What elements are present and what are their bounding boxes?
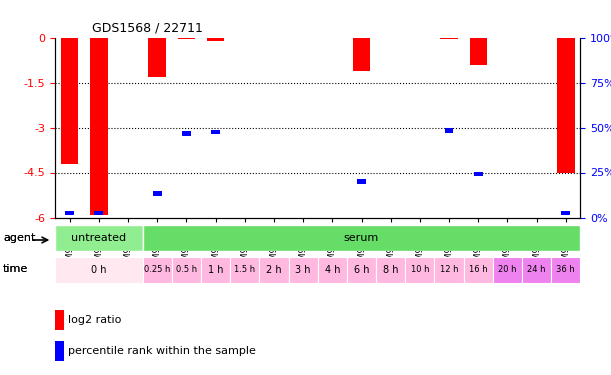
Text: time: time bbox=[3, 264, 28, 274]
Bar bbox=[55, 310, 64, 330]
FancyBboxPatch shape bbox=[142, 257, 172, 283]
FancyBboxPatch shape bbox=[347, 257, 376, 283]
FancyBboxPatch shape bbox=[522, 257, 551, 283]
Text: percentile rank within the sample: percentile rank within the sample bbox=[68, 346, 256, 355]
Text: 16 h: 16 h bbox=[469, 266, 488, 274]
Bar bbox=[90, 38, 108, 214]
Text: log2 ratio: log2 ratio bbox=[68, 315, 122, 325]
Text: untreated: untreated bbox=[71, 233, 126, 243]
FancyBboxPatch shape bbox=[172, 257, 201, 283]
Text: agent: agent bbox=[3, 233, 35, 243]
Text: 12 h: 12 h bbox=[440, 266, 458, 274]
Text: 36 h: 36 h bbox=[557, 266, 575, 274]
FancyBboxPatch shape bbox=[142, 225, 580, 251]
Bar bbox=[469, 38, 487, 64]
FancyBboxPatch shape bbox=[493, 257, 522, 283]
FancyBboxPatch shape bbox=[376, 257, 405, 283]
Text: 1 h: 1 h bbox=[208, 265, 223, 275]
Text: 2 h: 2 h bbox=[266, 265, 282, 275]
FancyBboxPatch shape bbox=[201, 257, 230, 283]
Bar bbox=[353, 38, 370, 70]
Text: 24 h: 24 h bbox=[527, 266, 546, 274]
Bar bbox=[182, 131, 191, 136]
Text: 8 h: 8 h bbox=[383, 265, 398, 275]
Text: time: time bbox=[3, 264, 28, 274]
FancyBboxPatch shape bbox=[464, 257, 493, 283]
FancyBboxPatch shape bbox=[405, 257, 434, 283]
Text: 6 h: 6 h bbox=[354, 265, 369, 275]
Bar bbox=[357, 179, 366, 184]
FancyBboxPatch shape bbox=[288, 257, 318, 283]
Text: 10 h: 10 h bbox=[411, 266, 429, 274]
FancyBboxPatch shape bbox=[434, 257, 464, 283]
Bar bbox=[441, 38, 458, 39]
Bar bbox=[562, 211, 570, 215]
FancyBboxPatch shape bbox=[551, 257, 580, 283]
Bar bbox=[178, 38, 195, 39]
Bar bbox=[207, 38, 224, 40]
Text: 20 h: 20 h bbox=[498, 266, 517, 274]
Bar bbox=[94, 211, 103, 215]
FancyBboxPatch shape bbox=[259, 257, 288, 283]
Bar bbox=[211, 130, 220, 134]
Bar bbox=[445, 128, 453, 133]
Text: 4 h: 4 h bbox=[324, 265, 340, 275]
FancyBboxPatch shape bbox=[55, 225, 142, 251]
Bar bbox=[61, 38, 78, 164]
Text: 3 h: 3 h bbox=[295, 265, 311, 275]
Text: serum: serum bbox=[344, 233, 379, 243]
Text: GDS1568 / 22711: GDS1568 / 22711 bbox=[92, 22, 203, 35]
FancyBboxPatch shape bbox=[318, 257, 347, 283]
FancyBboxPatch shape bbox=[230, 257, 259, 283]
Text: 0 h: 0 h bbox=[91, 265, 106, 275]
Text: 1.5 h: 1.5 h bbox=[234, 266, 255, 274]
Bar bbox=[55, 340, 64, 361]
Bar bbox=[65, 211, 74, 215]
Text: agent: agent bbox=[3, 233, 35, 243]
Bar bbox=[148, 38, 166, 76]
Bar bbox=[557, 38, 574, 172]
Bar bbox=[474, 172, 483, 176]
Bar bbox=[153, 191, 161, 196]
FancyBboxPatch shape bbox=[55, 257, 142, 283]
Text: 0.25 h: 0.25 h bbox=[144, 266, 170, 274]
Text: 0.5 h: 0.5 h bbox=[176, 266, 197, 274]
